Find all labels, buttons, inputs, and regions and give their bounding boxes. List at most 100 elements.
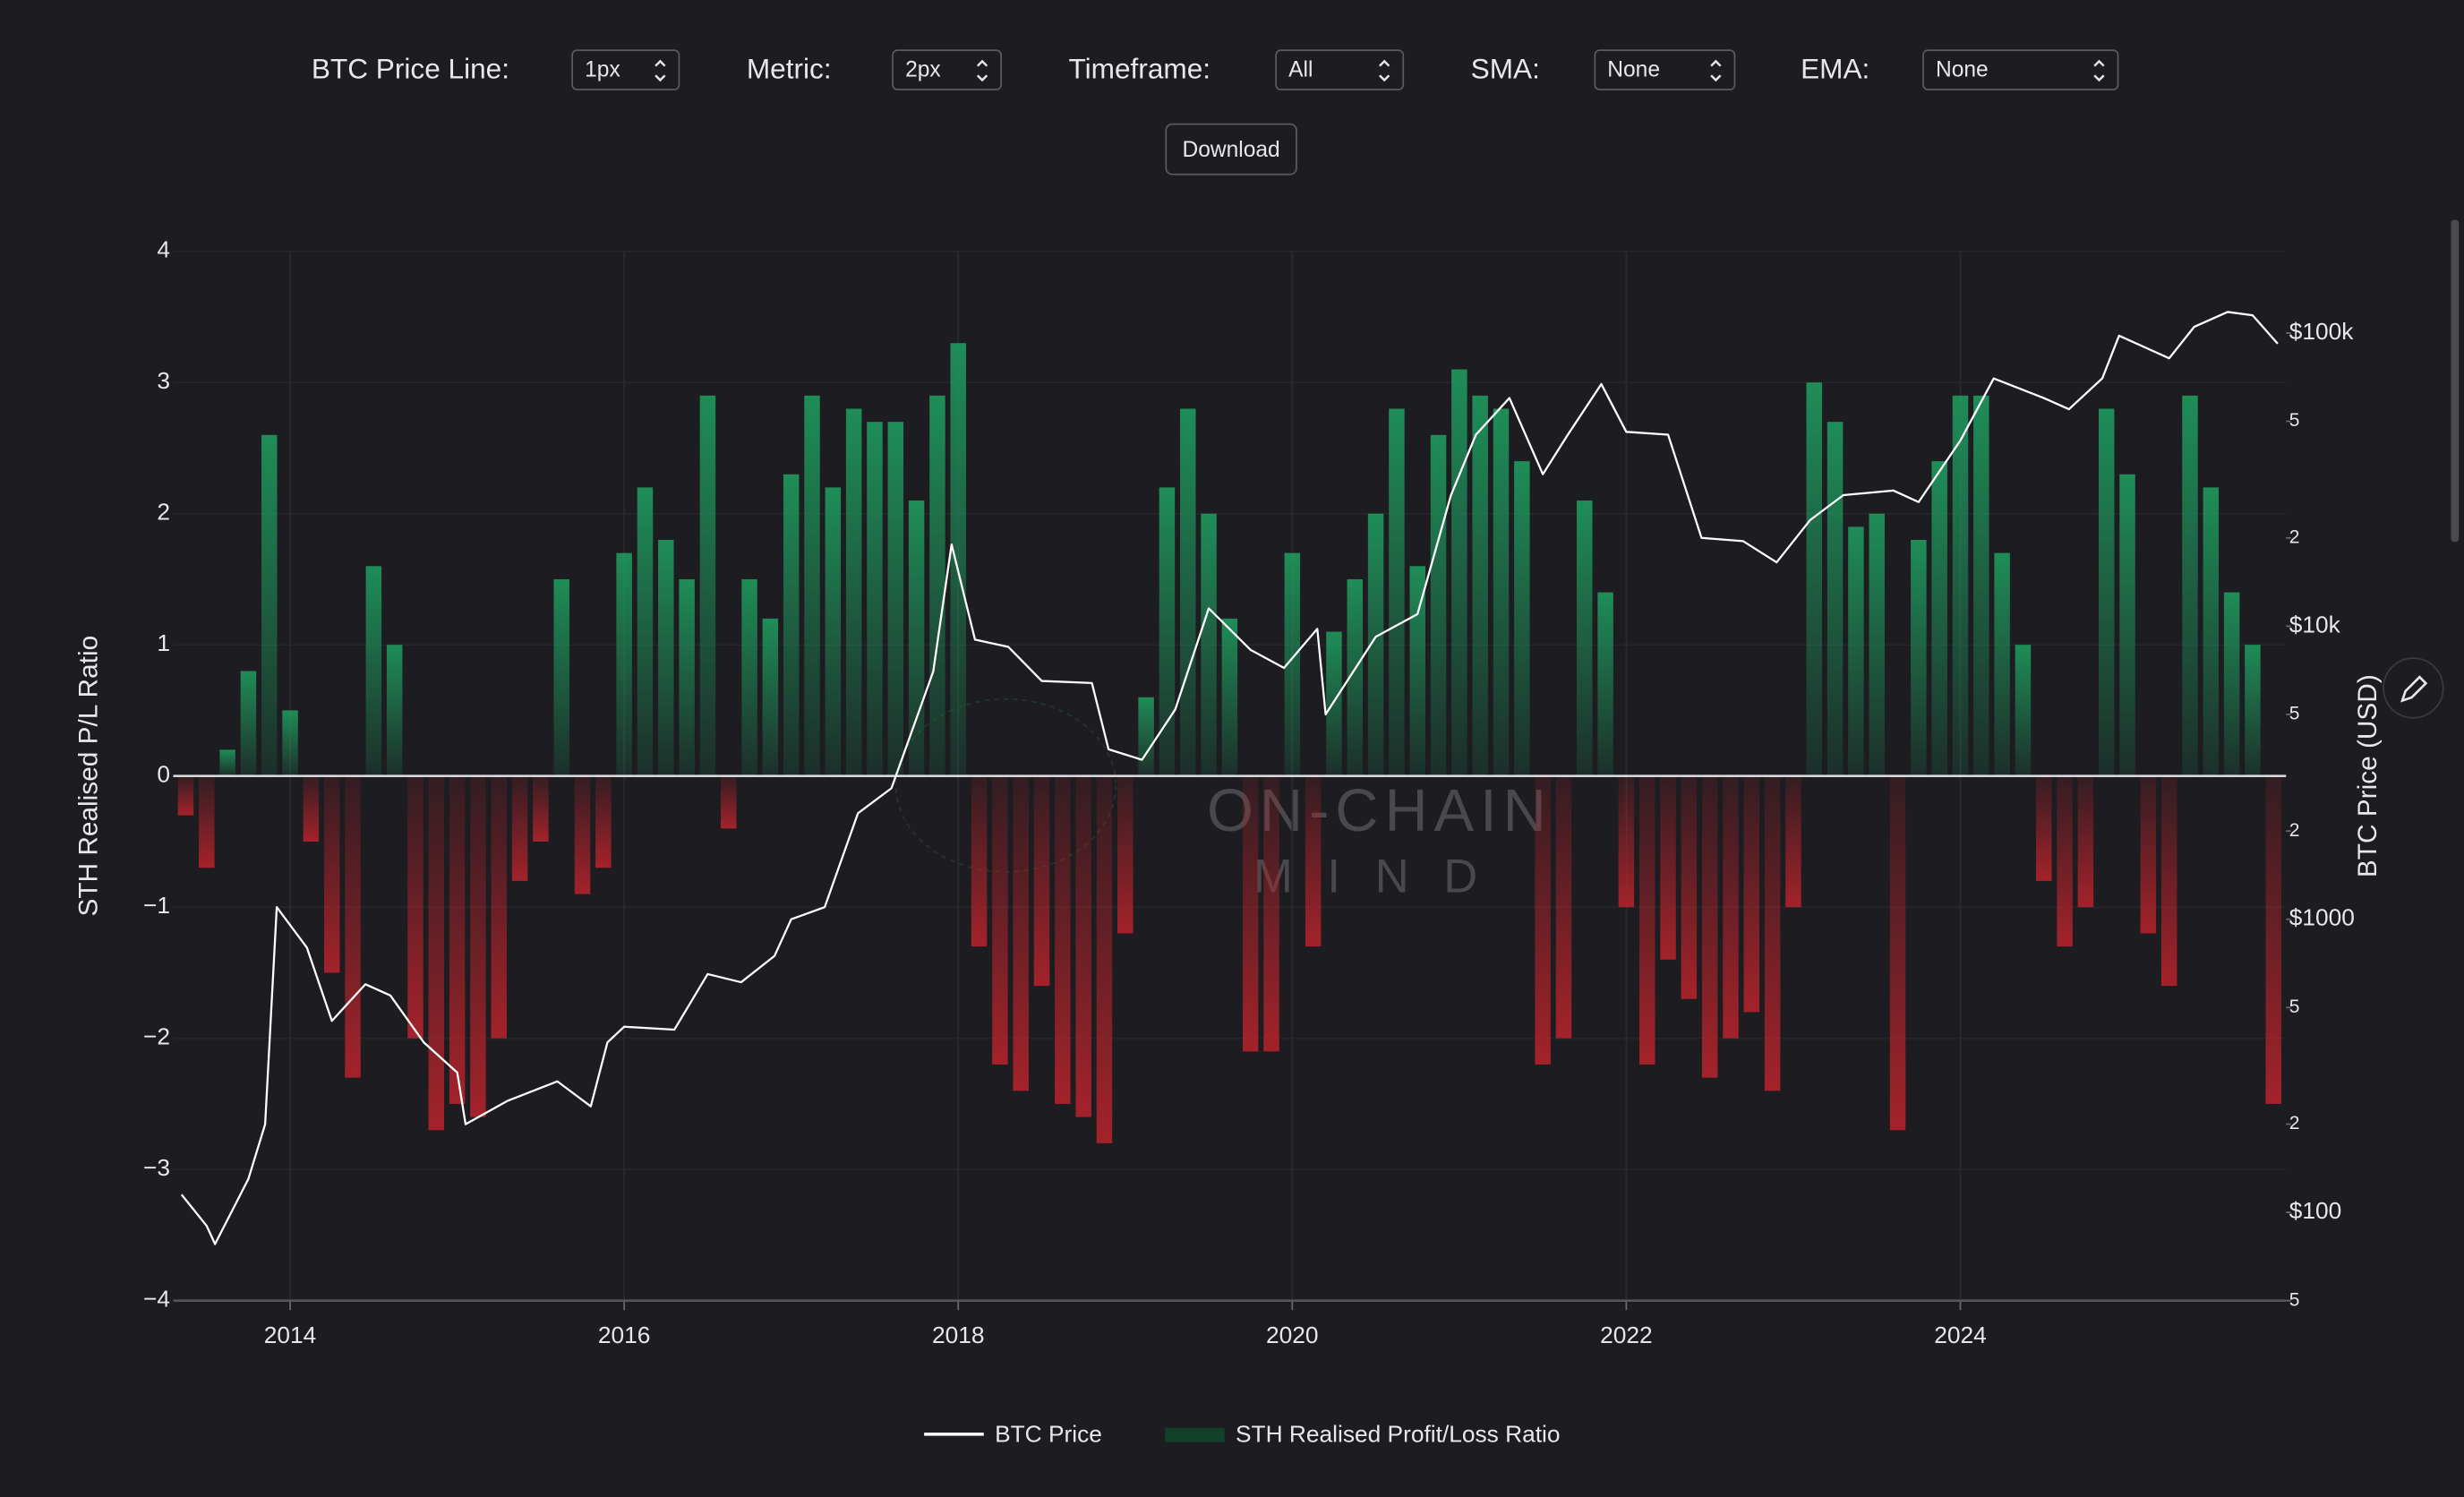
y-tick-label: 2 [157, 499, 170, 526]
select-box[interactable] [1922, 49, 2119, 90]
control-label: BTC Price Line: [312, 52, 509, 84]
y2-tick-label: $1000 [2289, 904, 2355, 931]
download-button[interactable]: Download [1165, 123, 1297, 175]
bar [1096, 775, 1113, 1143]
y-tick-label: −1 [143, 892, 170, 919]
select[interactable]: 1px [571, 49, 680, 90]
select-box[interactable] [571, 49, 680, 90]
button-box[interactable] [1165, 123, 1297, 175]
bar [1869, 513, 1885, 776]
bar [365, 566, 382, 776]
bar [2036, 775, 2052, 881]
bar [1305, 775, 1322, 947]
select-value[interactable]: None [1607, 57, 1660, 81]
bar [1263, 775, 1279, 1052]
bar [219, 749, 235, 776]
bar [1743, 775, 1760, 1013]
y-axis-title: STH Realised P/L Ratio [73, 636, 103, 917]
select-chevron[interactable] [1710, 59, 1722, 82]
bar [2119, 474, 2135, 776]
bar [553, 578, 569, 776]
y2-tick-label: 5 [2289, 703, 2300, 723]
bar [1242, 775, 1259, 1052]
select[interactable]: All [1275, 49, 1405, 90]
bar [533, 775, 549, 842]
bar [637, 487, 654, 776]
select-value[interactable]: None [1936, 57, 1989, 81]
bar [1618, 775, 1635, 908]
bar [1806, 382, 1823, 776]
bar [1514, 461, 1530, 776]
bar [1221, 618, 1238, 776]
bar [2077, 775, 2094, 908]
controls: BTC Price Line: 1px Metric: 2px Timeframe: Al… [312, 49, 2119, 90]
bar [1159, 487, 1176, 776]
select-box[interactable] [892, 49, 1002, 90]
bar [449, 775, 466, 1104]
bar [1284, 552, 1301, 776]
y2-tick-label: 2 [2289, 1113, 2300, 1133]
bar [1179, 408, 1196, 776]
select-chevron[interactable] [976, 59, 988, 82]
x-tick-label: 2016 [598, 1322, 651, 1348]
bar [1555, 775, 1572, 1039]
price-line [180, 311, 2279, 1245]
bar [177, 775, 194, 816]
bar [511, 775, 528, 881]
edit-icon[interactable] [2400, 675, 2428, 703]
bar [574, 775, 591, 894]
bar [825, 487, 842, 776]
bar [929, 395, 945, 776]
bar [2057, 775, 2073, 947]
bar [428, 775, 445, 1131]
bar [323, 775, 340, 973]
select[interactable]: None [1922, 49, 2119, 90]
control-label: Timeframe: [1069, 52, 1211, 84]
bar [1931, 461, 1947, 776]
y2-tick-label: 5 [2289, 997, 2300, 1017]
y-tick-label: 1 [157, 629, 170, 656]
bar [699, 395, 716, 776]
bar [2245, 645, 2261, 776]
bar [470, 775, 486, 1117]
select-box[interactable] [1594, 49, 1736, 90]
bar [1033, 775, 1050, 987]
bar [867, 422, 883, 776]
bar [1723, 775, 1739, 1039]
bar [199, 775, 215, 868]
bar [2160, 775, 2177, 987]
bar [1347, 578, 1364, 776]
bar [971, 775, 988, 947]
select-value[interactable]: All [1288, 57, 1313, 81]
select-chevron[interactable] [1379, 59, 1390, 82]
bar [1597, 592, 1613, 776]
bar [1075, 775, 1091, 1117]
select[interactable]: None [1594, 49, 1736, 90]
bar [595, 775, 612, 868]
bar [2015, 645, 2032, 776]
edit-button[interactable] [2383, 657, 2444, 719]
control-label: SMA: [1471, 52, 1540, 84]
select-box[interactable] [1275, 49, 1405, 90]
x-tick-label: 2014 [264, 1322, 317, 1348]
bar [950, 343, 966, 776]
select-value[interactable]: 2px [905, 57, 941, 81]
bar [345, 775, 361, 1078]
bar [1201, 513, 1217, 776]
bar [1681, 775, 1698, 999]
bar [386, 645, 403, 776]
select-chevron[interactable] [654, 59, 666, 82]
y-tick-label: −2 [143, 1023, 170, 1050]
select[interactable]: 2px [892, 49, 1002, 90]
select-value[interactable]: 1px [585, 57, 620, 81]
x-tick-label: 2018 [932, 1322, 985, 1348]
x-tick-label: 2024 [1934, 1322, 1987, 1348]
button-label[interactable]: Download [1183, 138, 1280, 162]
bar [1117, 775, 1134, 934]
legend-label: BTC Price [995, 1421, 1102, 1448]
edit-circle[interactable] [2383, 657, 2444, 719]
select-chevron[interactable] [2093, 59, 2105, 82]
bar [1138, 697, 1154, 776]
